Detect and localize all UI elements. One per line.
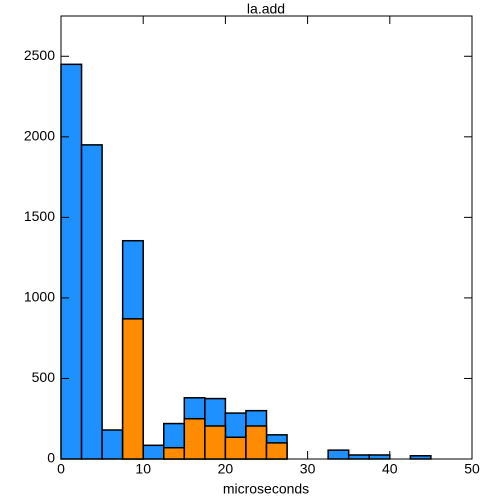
x-tick-label: 10 bbox=[135, 461, 151, 477]
y-tick-label: 2500 bbox=[24, 47, 55, 63]
histogram-bar bbox=[245, 425, 268, 460]
x-tick-label: 50 bbox=[464, 461, 480, 477]
histogram-bar bbox=[183, 417, 206, 460]
histogram-bar bbox=[204, 425, 227, 460]
histogram-bar bbox=[265, 442, 288, 460]
histogram-bar bbox=[368, 454, 391, 460]
x-axis-label: microseconds bbox=[223, 481, 309, 497]
x-tick-label: 30 bbox=[300, 461, 316, 477]
x-tick-label: 40 bbox=[382, 461, 398, 477]
x-tick-label: 20 bbox=[218, 461, 234, 477]
y-tick-label: 500 bbox=[32, 369, 56, 385]
histogram-bar bbox=[80, 144, 103, 460]
histogram-bar bbox=[327, 449, 350, 460]
y-tick-label: 0 bbox=[47, 450, 55, 466]
y-tick-label: 2000 bbox=[24, 128, 55, 144]
histogram-bar bbox=[163, 446, 186, 460]
y-tick-label: 1000 bbox=[24, 289, 55, 305]
histogram-bar bbox=[347, 454, 371, 460]
chart-title: la.add bbox=[247, 1, 285, 17]
histogram-bar bbox=[60, 63, 83, 460]
histogram-bar bbox=[224, 436, 247, 460]
histogram-bar bbox=[121, 318, 144, 460]
x-tick-label: 0 bbox=[57, 461, 65, 477]
y-tick-label: 1500 bbox=[24, 208, 55, 224]
histogram-bar bbox=[101, 429, 124, 460]
histogram-bar bbox=[142, 444, 165, 460]
plot-frame bbox=[60, 15, 473, 460]
